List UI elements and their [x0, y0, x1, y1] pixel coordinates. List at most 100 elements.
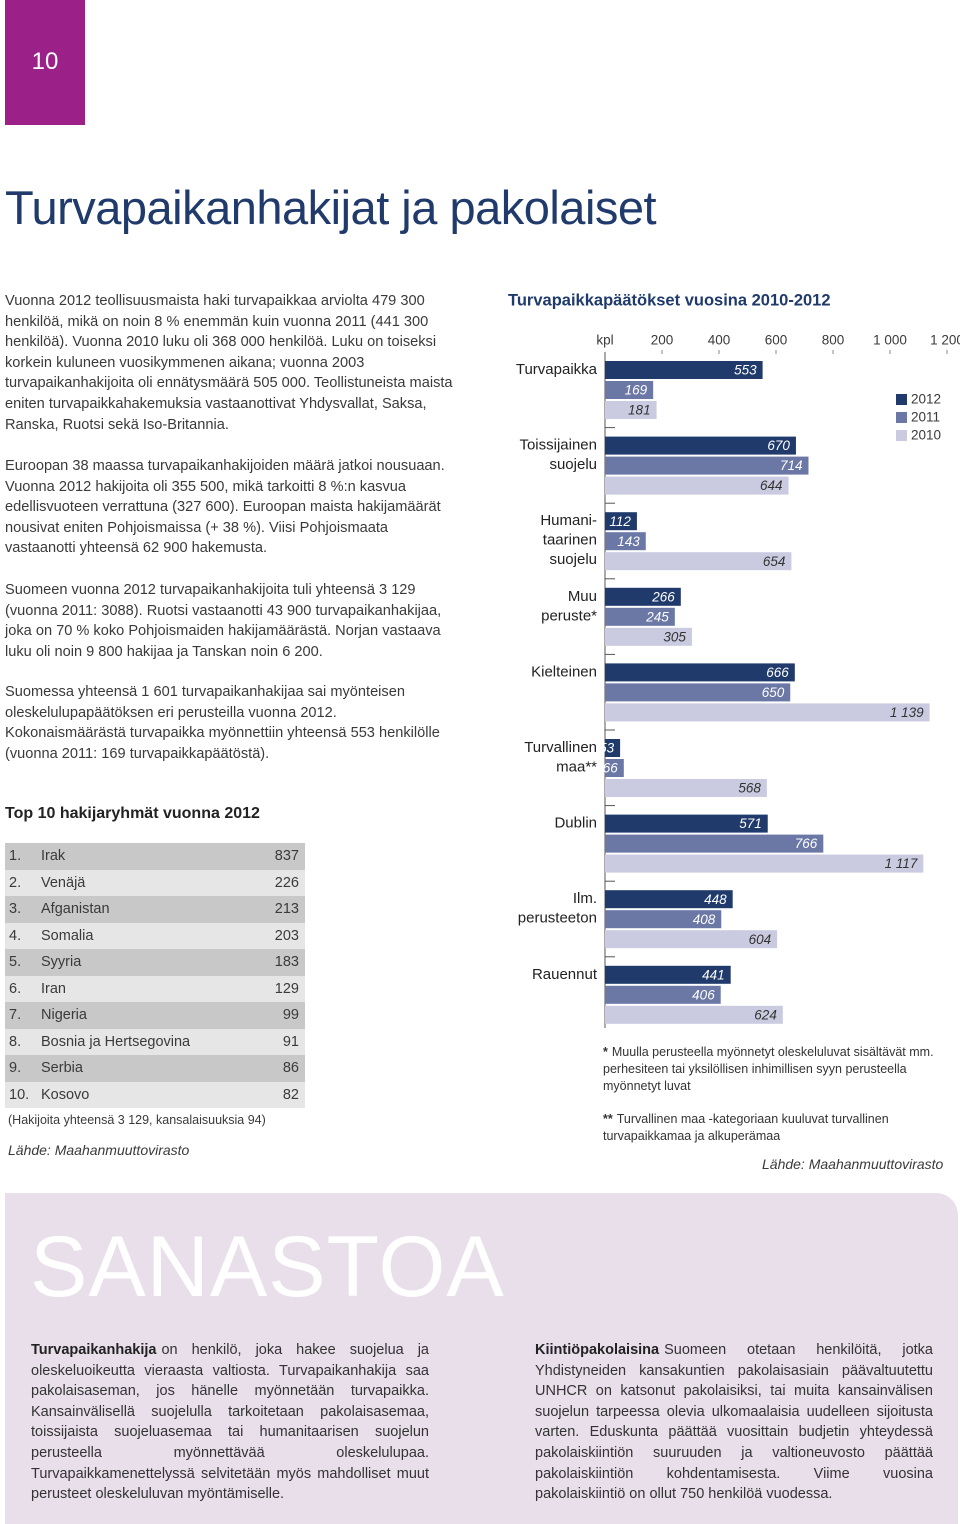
table-count: 129: [274, 980, 299, 997]
x-tick-label: 800: [822, 333, 845, 348]
bar: [605, 607, 675, 626]
value-label: 305: [663, 629, 686, 644]
table-rank: 10.: [9, 1086, 30, 1103]
bar: [605, 854, 924, 873]
value-label: 448: [704, 892, 727, 907]
table-rank: 3.: [9, 901, 22, 917]
value-label: 714: [780, 458, 803, 473]
bar: [605, 456, 809, 475]
table-rank: 7.: [9, 1007, 22, 1023]
table-row: 5. Syyria 183: [5, 949, 305, 976]
value-label: 650: [762, 685, 785, 700]
legend-swatch: [896, 394, 907, 405]
table-country: Somalia: [41, 927, 94, 944]
paragraph: Vuonna 2012 teollisuusmaista haki turvap…: [5, 293, 453, 433]
value-label: 568: [738, 781, 761, 796]
category-label: Ilm.: [573, 890, 597, 907]
glossary-title: SANASTOA: [30, 1219, 505, 1315]
glossary-entry: Kiintiöpakolaisina Suomeen otetaan henkil…: [535, 1340, 933, 1505]
bar: [605, 436, 796, 455]
bar: [605, 703, 930, 722]
bar: [605, 476, 789, 495]
legend-swatch: [896, 412, 907, 423]
page-number: 10: [31, 48, 59, 75]
bar: [605, 663, 795, 682]
table-country: Venäjä: [41, 874, 86, 891]
table-country: Iran: [41, 980, 66, 997]
table-source: Lähde: Maahanmuuttovirasto: [8, 1142, 190, 1158]
bar: [605, 683, 791, 702]
bar: [605, 814, 768, 833]
value-label: 624: [754, 1007, 777, 1022]
value-label: 1 139: [890, 705, 924, 720]
category-label: Toissijainen: [519, 437, 597, 454]
bar: [605, 532, 646, 551]
paragraph: Suomessa yhteensä 1 601 turvapaikanhakij…: [5, 684, 440, 762]
legend-label: 2010: [911, 428, 941, 443]
table-row: 9. Serbia 86: [5, 1055, 305, 1082]
value-label: 553: [734, 363, 757, 378]
chart-source: Lähde: Maahanmuuttovirasto: [762, 1156, 944, 1172]
value-label: 604: [749, 932, 772, 947]
value-label: 666: [766, 665, 789, 680]
glossary-entry: Turvapaikanhakija on henkilö, joka hakee …: [31, 1340, 429, 1505]
category-label: taarinen: [543, 532, 597, 549]
bar: [605, 361, 763, 379]
bar: [605, 759, 624, 777]
value-label: 181: [628, 403, 651, 418]
bar: [605, 739, 621, 757]
bar: [605, 930, 778, 949]
table-country: Serbia: [41, 1060, 83, 1076]
glossary-term: Kiintiöpakolaisina: [535, 1342, 660, 1358]
bar: [605, 401, 657, 419]
category-label: Humani-: [540, 512, 597, 529]
legend-label: 2012: [911, 392, 941, 407]
table-rank: 5.: [9, 954, 22, 970]
table-rank: 1.: [9, 848, 22, 864]
category-label: Dublin: [554, 815, 597, 832]
table-rank: 8.: [9, 1033, 22, 1050]
table-count: 86: [282, 1060, 299, 1076]
table-rank: 2.: [9, 874, 22, 891]
table-count: 213: [274, 901, 299, 917]
value-label: 644: [760, 478, 783, 493]
value-label: 169: [625, 383, 648, 398]
table-country: Syyria: [41, 954, 82, 970]
glossary-text: on henkilö, joka hakee suojelua ja olesk…: [31, 1342, 429, 1503]
value-label: 408: [693, 912, 716, 927]
table-count: 82: [282, 1086, 299, 1103]
value-label: 571: [739, 816, 762, 831]
paragraph: Euroopan 38 maassa turvapaikanhakijoiden…: [5, 458, 445, 557]
category-label: Rauennut: [532, 966, 598, 983]
table-count: 99: [282, 1007, 299, 1023]
category-label: peruste*: [541, 607, 597, 624]
category-label: suojelu: [549, 456, 597, 473]
x-tick-label: 1 000: [873, 333, 907, 348]
bar: [605, 1005, 783, 1024]
value-label: 66: [603, 761, 619, 776]
footnote: * Muulla perusteella myönnetyt oleskelulu…: [603, 1044, 943, 1095]
x-tick-label: 1 200: [930, 333, 960, 348]
unit-label: kpl: [596, 333, 613, 348]
footnote-marker: *: [603, 1045, 608, 1059]
table-count: 203: [274, 927, 299, 944]
category-label: Turvapaikka: [516, 361, 598, 378]
value-label: 245: [645, 609, 669, 624]
bar: [605, 627, 692, 646]
table-country: Kosovo: [41, 1086, 90, 1103]
category-label: perusteeton: [518, 910, 597, 927]
table-row: 1. Irak 837: [5, 843, 305, 870]
value-label: 654: [763, 554, 786, 569]
footnote-text: Turvallinen maa -kategoriaan kuuluvat tu…: [603, 1112, 889, 1143]
table-title: Top 10 hakijaryhmät vuonna 2012: [5, 805, 260, 822]
chart-title: Turvapaikkapäätökset vuosina 2010-2012: [508, 291, 831, 309]
value-label: 1 117: [885, 856, 918, 871]
table-note: (Hakijoita yhteensä 3 129, kansalaisuuks…: [8, 1113, 266, 1127]
value-label: 441: [702, 967, 725, 982]
table-country: Afganistan: [41, 901, 110, 917]
bar: [605, 890, 733, 909]
legend-swatch: [896, 430, 907, 441]
value-label: 53: [599, 741, 615, 756]
glossary-term: Turvapaikanhakija: [31, 1342, 157, 1358]
